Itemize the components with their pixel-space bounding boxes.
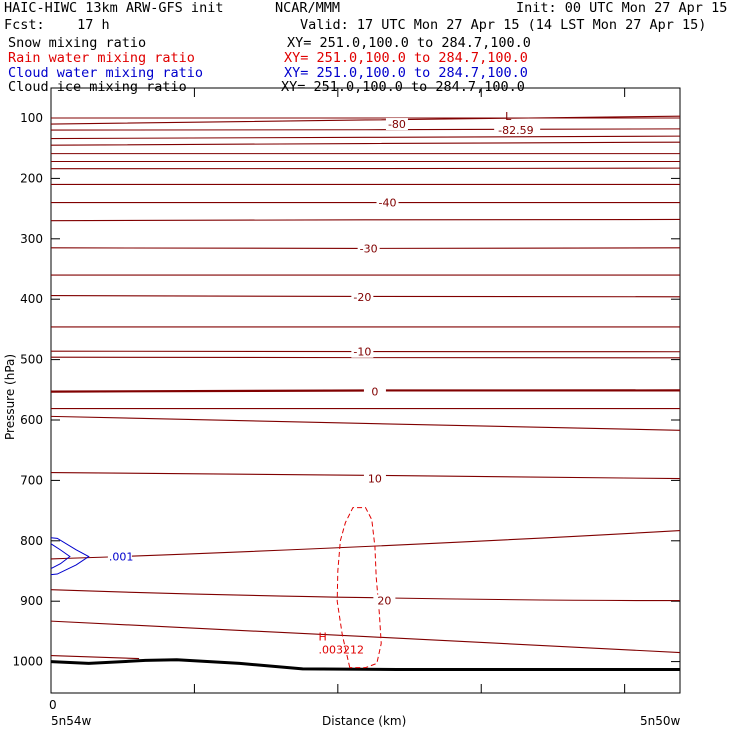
cloud-water-label: .001 bbox=[109, 551, 133, 564]
low-marker: L bbox=[505, 110, 512, 123]
isotherm-label: -30 bbox=[360, 242, 378, 255]
pressure-tick-labels: 100 200 300 400 500 600 700 800 900 1000 bbox=[12, 111, 43, 669]
axis-ticks bbox=[50, 88, 680, 693]
cloud-water-contours bbox=[50, 537, 90, 576]
isotherm-label: -80 bbox=[388, 118, 406, 131]
label-background bbox=[385, 118, 408, 131]
y-tick-label: 700 bbox=[20, 473, 43, 487]
field-xy-rain: XY= 251.0,100.0 to 284.7,100.0 bbox=[284, 50, 528, 66]
contour-labels: -80 -40 -30 -20 -10 0 10 20 L-82.59 H.003212 .001 bbox=[107, 110, 541, 657]
isotherm-label: 20 bbox=[377, 595, 391, 608]
isotherm bbox=[50, 167, 681, 170]
isotherm bbox=[50, 655, 140, 660]
source-label: NCAR/MMM bbox=[275, 0, 341, 16]
init-time: Init: 00 UTC Mon 27 Apr 15 bbox=[516, 0, 728, 16]
x-right-label: 5n50w bbox=[640, 714, 681, 728]
cloud-water-contour bbox=[50, 543, 71, 570]
y-tick-label: 300 bbox=[20, 232, 43, 246]
isotherm bbox=[50, 589, 681, 602]
model-title: HAIC-HIWC 13km ARW-GFS init bbox=[4, 0, 224, 16]
isotherm-label: -20 bbox=[353, 291, 371, 304]
y-tick-label: 900 bbox=[20, 594, 43, 608]
x-axis-label: Distance (km) bbox=[322, 714, 406, 728]
isotherm-label: 10 bbox=[368, 473, 382, 486]
field-xy-cloud-ice: XY= 251.0,100.0 to 284.7,100.0 bbox=[281, 79, 525, 95]
label-background bbox=[351, 290, 374, 303]
isotherm bbox=[50, 529, 681, 560]
isotherm bbox=[50, 218, 681, 222]
field-xy-cloud-water: XY= 251.0,100.0 to 284.7,100.0 bbox=[284, 65, 528, 81]
isotherm-label: -40 bbox=[379, 197, 397, 210]
label-background bbox=[351, 345, 374, 358]
field-name-rain: Rain water mixing ratio bbox=[8, 50, 195, 66]
isotherm-label: -10 bbox=[353, 346, 371, 359]
field-xy-snow: XY= 251.0,100.0 to 284.7,100.0 bbox=[287, 35, 531, 51]
y-tick-label: 1000 bbox=[12, 655, 43, 669]
isotherm bbox=[50, 141, 681, 146]
x-tick-label: 0 bbox=[49, 698, 57, 712]
high-marker: H bbox=[318, 631, 326, 644]
label-background bbox=[376, 196, 399, 209]
field-name-snow: Snow mixing ratio bbox=[8, 35, 147, 51]
y-tick-label: 500 bbox=[20, 353, 43, 367]
label-background bbox=[363, 472, 386, 485]
isotherm-contours bbox=[50, 115, 681, 660]
y-axis-label: Pressure (hPa) bbox=[3, 354, 17, 440]
x-left-label: 5n54w bbox=[51, 714, 92, 728]
isotherm-label: 0 bbox=[371, 386, 378, 399]
isotherm bbox=[50, 415, 681, 431]
isotherm bbox=[50, 115, 681, 125]
y-tick-label: 200 bbox=[20, 171, 43, 185]
valid-time: Valid: 17 UTC Mon 27 Apr 15 (14 LST Mon … bbox=[300, 17, 707, 33]
low-value: -82.59 bbox=[498, 124, 533, 137]
high-value: .003212 bbox=[318, 644, 364, 657]
label-background bbox=[363, 385, 386, 398]
y-tick-label: 400 bbox=[20, 292, 43, 306]
isotherm bbox=[50, 135, 681, 140]
isotherm bbox=[50, 620, 681, 654]
field-name-cloud-ice: Cloud ice mixing ratio bbox=[8, 79, 187, 95]
label-background bbox=[494, 124, 541, 136]
y-tick-label: 600 bbox=[20, 413, 43, 427]
forecast-hour: Fcst: 17 h bbox=[4, 17, 110, 33]
label-background bbox=[107, 550, 132, 563]
label-background bbox=[373, 594, 396, 607]
y-tick-label: 100 bbox=[20, 111, 43, 125]
label-background bbox=[357, 242, 380, 255]
field-name-cloud-water: Cloud water mixing ratio bbox=[8, 65, 204, 81]
rain-mixing-ratio-contour bbox=[336, 507, 382, 669]
terrain-line bbox=[50, 658, 680, 671]
cloud-water-contour bbox=[50, 537, 90, 576]
y-tick-label: 800 bbox=[20, 534, 43, 548]
isotherm bbox=[50, 128, 681, 131]
